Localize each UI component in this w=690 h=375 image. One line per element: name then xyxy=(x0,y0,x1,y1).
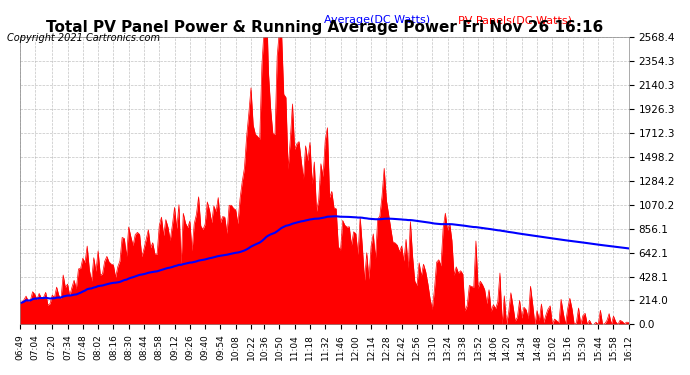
Text: PV Panels(DC Watts): PV Panels(DC Watts) xyxy=(458,15,572,25)
Text: Average(DC Watts): Average(DC Watts) xyxy=(324,15,431,25)
Text: Copyright 2021 Cartronics.com: Copyright 2021 Cartronics.com xyxy=(7,33,160,43)
Title: Total PV Panel Power & Running Average Power Fri Nov 26 16:16: Total PV Panel Power & Running Average P… xyxy=(46,20,603,35)
